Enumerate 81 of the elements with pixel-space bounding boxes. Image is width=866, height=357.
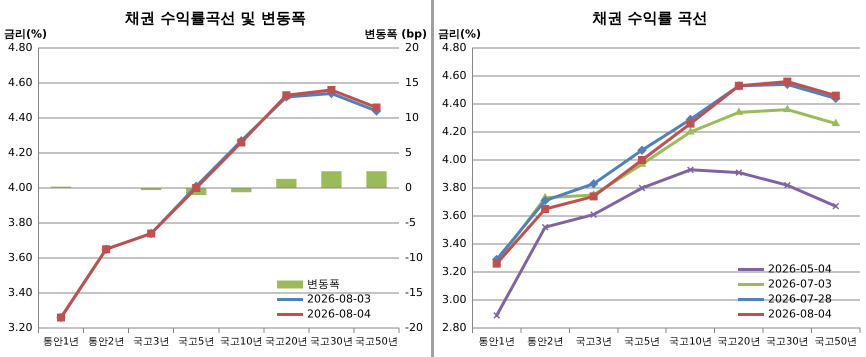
point [832,202,840,210]
y-tick-label: 3.20 [442,264,466,278]
point [832,119,840,126]
point [372,103,381,112]
y2-tick-label: -15 [405,286,423,299]
point [590,211,598,218]
y-tick-label: 4.40 [8,110,32,124]
point [686,166,694,174]
legend-label: 2026-08-04 [307,307,371,320]
chart-title: 채권 수익률 곡선 [591,8,708,27]
x-tick-label: 국고5년 [178,336,214,348]
y2-tick-label: 10 [405,110,420,124]
point [638,184,646,192]
legend-label: 2026-08-04 [768,307,832,320]
y-axis-title: 금리(%) [438,27,482,40]
point [590,192,598,200]
point [638,156,646,164]
legend-label: 2026-07-03 [768,277,832,290]
point [638,146,647,155]
y-tick-label: 4.00 [442,152,466,166]
x-tick-label: 국고30년 [766,336,809,348]
point [735,169,742,176]
x-tick-label: 국고50년 [814,336,858,348]
y-tick-label: 3.20 [8,320,32,334]
x-tick-label: 국고30년 [310,336,353,348]
point [542,224,549,231]
point [686,128,694,134]
y2-tick-label: 5 [405,146,412,159]
point [832,92,840,100]
y-tick-label: 2.80 [442,320,466,334]
x-tick-label: 국고20년 [718,336,760,348]
point [541,204,550,214]
y2-tick-label: 15 [405,76,420,89]
y-tick-label: 3.60 [442,208,466,222]
y2-tick-label: -10 [405,250,423,264]
point [589,179,598,188]
y-tick-label: 4.20 [442,124,466,138]
point [282,91,290,100]
point [784,182,791,189]
chart-title: 채권 수익률곡선 및 변동폭 [124,8,306,27]
y-tick-label: 4.60 [8,76,32,89]
y-tick-label: 3.80 [442,180,466,194]
point [493,312,500,319]
point [540,196,550,206]
x-tick-label: 국고20년 [264,336,308,348]
y2-tick-label: -20 [405,320,423,334]
x-tick-label: 국고3년 [132,336,170,348]
y-tick-label: 4.80 [442,40,466,54]
y-tick-label: 3.40 [8,286,32,299]
x-tick-label: 통안1년 [478,336,515,348]
x-tick-label: 국고10년 [669,336,712,348]
x-tick-label: 통안2년 [526,336,564,348]
y2-tick-label: 20 [405,40,420,54]
x-tick-label: 통안1년 [42,336,80,348]
legend-label: 2026-08-03 [307,292,371,306]
point [783,105,792,112]
x-tick-label: 국고10년 [220,336,263,348]
point [686,120,694,128]
y-tick-label: 3.40 [442,236,466,250]
x-tick-label: 국고5년 [624,336,660,348]
y-tick-label: 3.60 [8,250,32,264]
y-tick-label: 3.80 [8,216,32,229]
y2-tick-label: 0 [405,180,412,194]
y2-axis-title: 변동폭 (bp) [364,27,427,40]
y-tick-label: 4.60 [442,68,466,82]
y-tick-label: 4.20 [8,146,32,159]
y2-tick-label: -5 [405,216,416,229]
legend-label: 2026-07-28 [768,292,832,306]
point [783,78,792,86]
x-tick-label: 국고3년 [575,336,612,348]
x-tick-label: 국고50년 [355,336,398,348]
y-axis-title: 금리(%) [4,27,48,40]
y-tick-label: 3.00 [442,292,466,306]
point [327,86,336,94]
legend-label: 변동폭 [307,277,340,290]
x-tick-label: 통안2년 [88,336,124,348]
legend-label: 2026-05-04 [768,262,832,276]
y-tick-label: 4.40 [442,96,466,110]
y-tick-label: 4.00 [8,180,32,194]
point [492,260,501,268]
y-tick-label: 4.80 [8,40,32,54]
